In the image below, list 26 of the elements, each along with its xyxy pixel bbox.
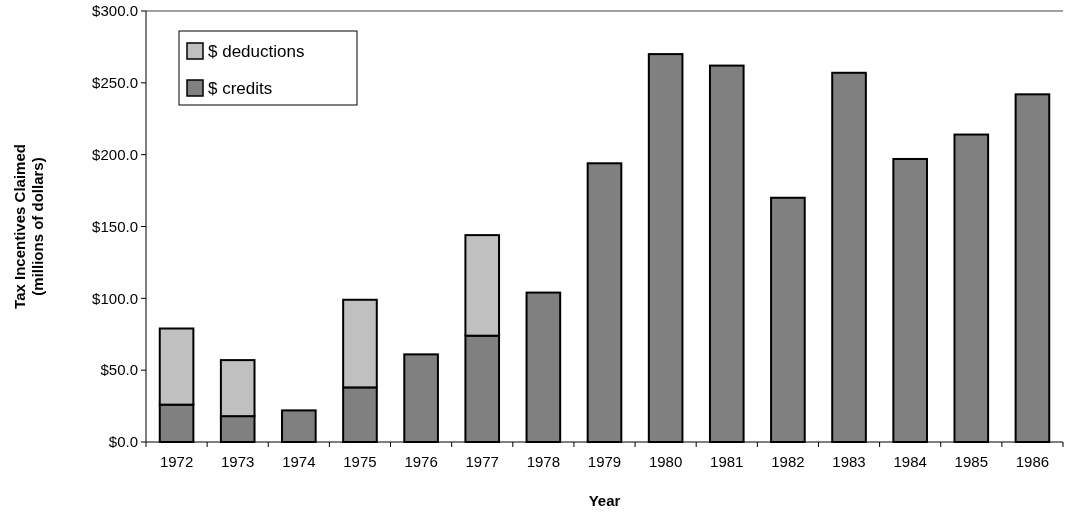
y-tick-label: $250.0 — [92, 74, 138, 92]
x-tick-label: 1974 — [282, 453, 316, 470]
x-tick-label: 1984 — [893, 453, 927, 470]
y-axis-title: Tax Incentives Claimed (millions of dollars) — [11, 144, 46, 309]
x-tick-label: 1982 — [771, 453, 805, 470]
x-tick-label: 1972 — [159, 453, 194, 470]
y-tick-label: $300.0 — [92, 2, 138, 20]
y-tick-label: $0.0 — [108, 433, 138, 451]
y-tick-label: $150.0 — [92, 217, 138, 235]
x-tick-label: 1979 — [587, 453, 622, 470]
x-tick-label: 1973 — [221, 453, 255, 470]
x-tick-label: 1977 — [465, 453, 499, 470]
x-tick-label: 1975 — [343, 453, 377, 470]
y-tick-label: $100.0 — [92, 289, 138, 307]
legend-label: $ deductions — [208, 42, 305, 61]
legend-label: $ credits — [208, 79, 273, 98]
x-tick-label: 1980 — [648, 453, 683, 470]
x-tick-label: 1986 — [1015, 453, 1050, 470]
y-tick-label: $50.0 — [100, 361, 138, 379]
x-tick-label: 1976 — [404, 453, 438, 470]
y-tick-label: $200.0 — [92, 145, 138, 163]
x-tick-label: 1978 — [526, 453, 561, 470]
x-axis-title: Year — [588, 492, 621, 509]
x-tick-label: 1983 — [832, 453, 866, 470]
x-tick-label: 1985 — [954, 453, 988, 470]
x-tick-label: 1981 — [710, 453, 744, 470]
